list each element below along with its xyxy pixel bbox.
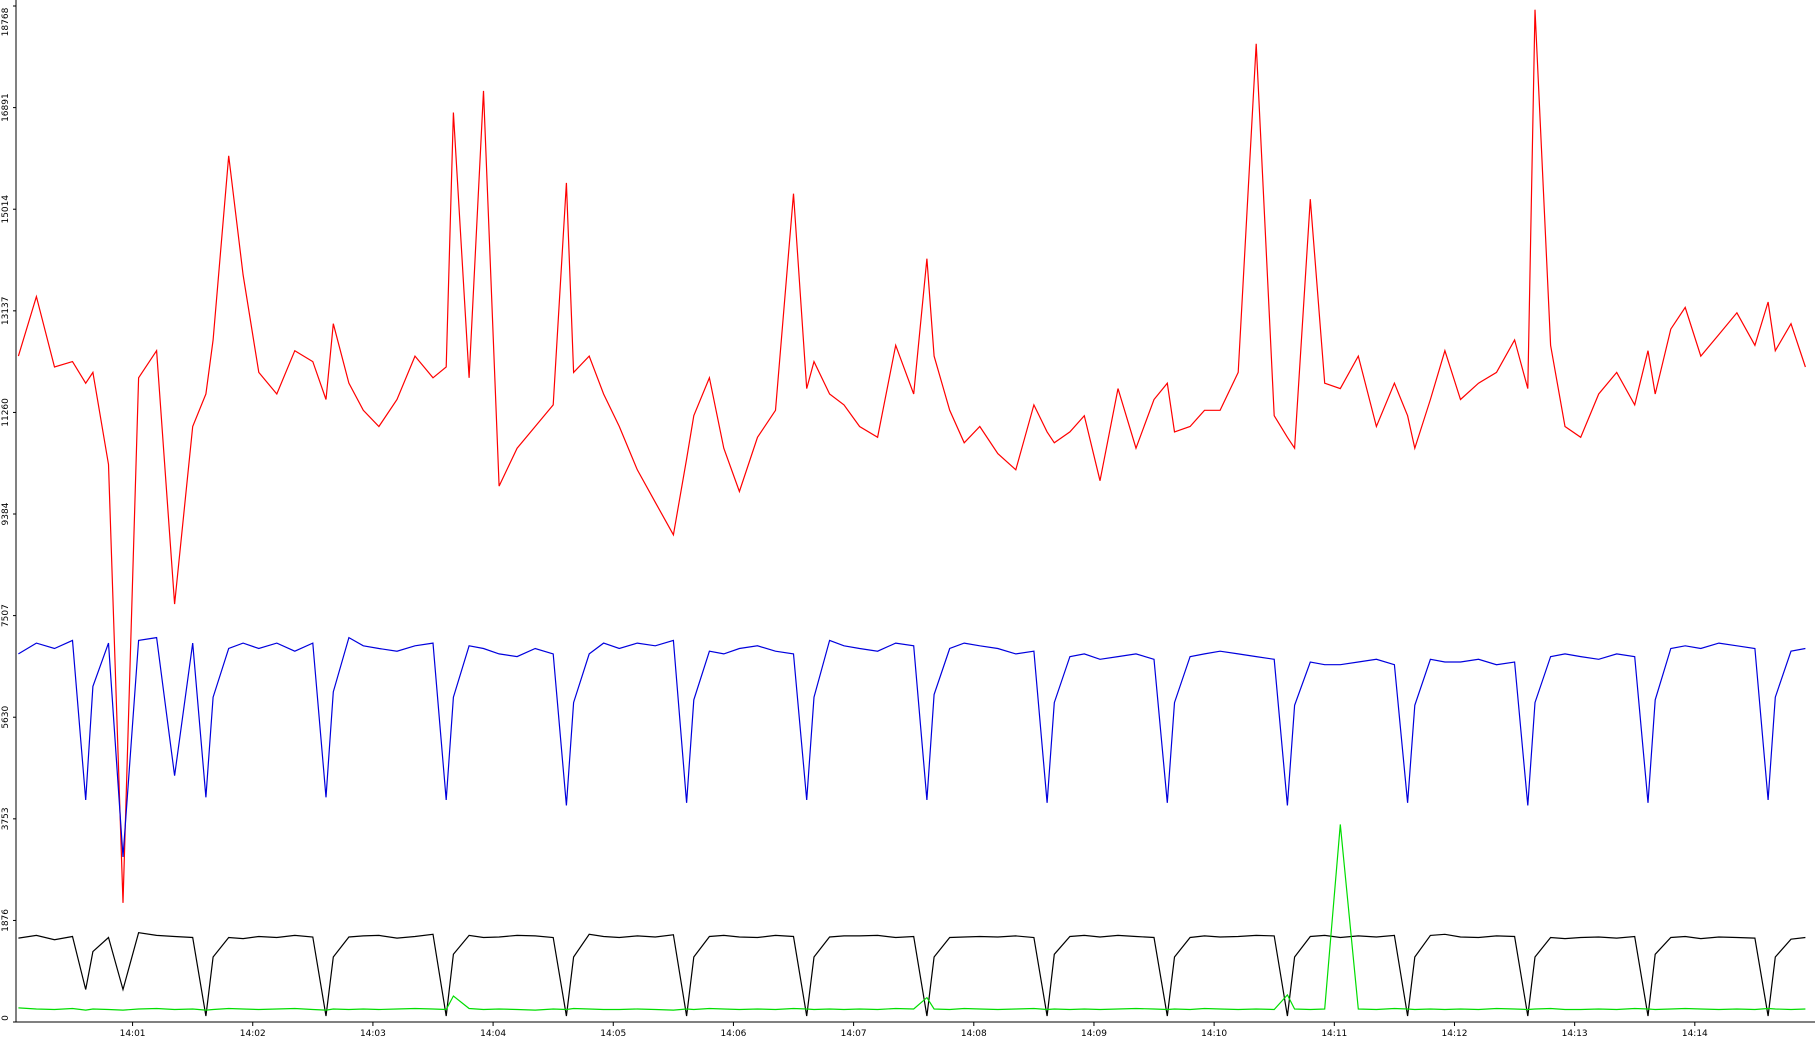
y-tick-label: 16891	[1, 93, 11, 122]
y-tick-label: 0	[1, 1015, 11, 1021]
y-tick-label: 7507	[1, 604, 11, 627]
y-tick-label: 5630	[1, 705, 11, 728]
x-tick-label: 14:06	[720, 1029, 746, 1039]
series-line	[18, 932, 1806, 1017]
x-tick-label: 14:12	[1442, 1029, 1468, 1039]
x-tick-label: 14:07	[841, 1029, 867, 1039]
series-line	[17, 9, 1806, 903]
x-tick-label: 14:01	[120, 1029, 146, 1039]
x-tick-label: 14:11	[1321, 1029, 1347, 1039]
y-tick-label: 1876	[1, 909, 11, 932]
x-tick-label: 14:14	[1682, 1029, 1708, 1039]
y-tick-label: 18768	[1, 7, 11, 36]
x-tick-label: 14:05	[600, 1029, 626, 1039]
x-tick-label: 14:08	[961, 1029, 987, 1039]
x-tick-label: 14:04	[480, 1029, 506, 1039]
x-tick-label: 14:10	[1201, 1029, 1227, 1039]
y-tick-label: 13137	[1, 297, 11, 326]
y-tick-label: 11260	[1, 398, 11, 427]
series-line	[18, 636, 1806, 857]
x-tick-label: 14:02	[240, 1029, 266, 1039]
y-tick-label: 9384	[1, 502, 11, 525]
y-tick-label: 15014	[1, 195, 11, 224]
x-tick-label: 14:09	[1081, 1029, 1107, 1039]
series-line	[18, 824, 1806, 1011]
x-tick-label: 14:13	[1562, 1029, 1588, 1039]
x-tick-label: 14:03	[360, 1029, 386, 1039]
y-tick-label: 3753	[1, 807, 11, 830]
